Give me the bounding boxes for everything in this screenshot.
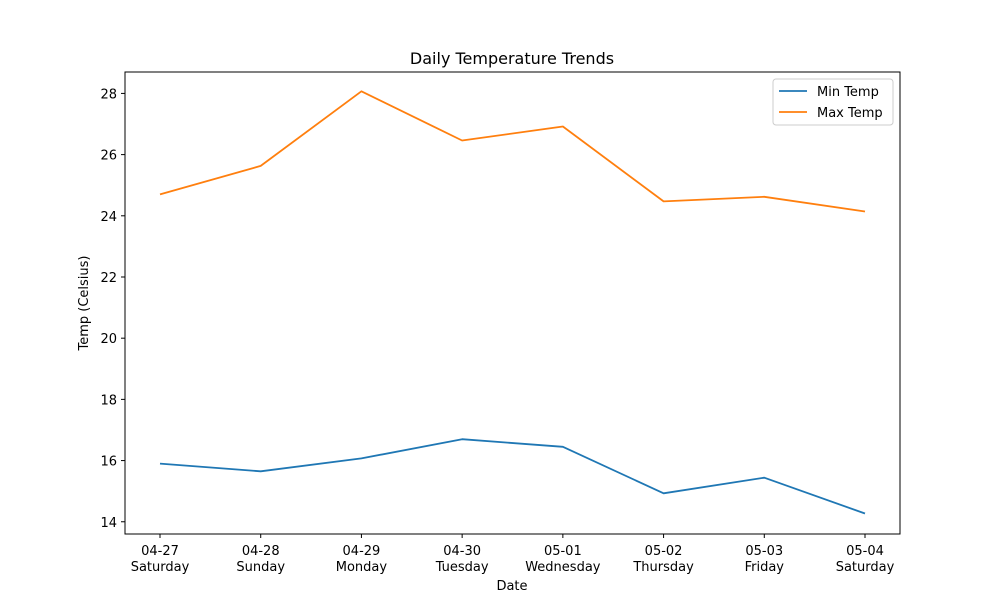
- y-tick-label: 18: [100, 393, 117, 408]
- x-tick-label-day: Saturday: [836, 560, 895, 575]
- x-tick-label-date: 05-04: [846, 544, 884, 559]
- x-tick-label-date: 05-01: [544, 544, 582, 559]
- x-tick-label-date: 05-03: [745, 544, 783, 559]
- x-tick-label-day: Sunday: [236, 560, 285, 575]
- x-tick-label-date: 04-30: [443, 544, 481, 559]
- legend-label: Min Temp: [817, 85, 879, 100]
- x-axis: 04-27Saturday04-28Sunday04-29Monday04-30…: [131, 534, 895, 575]
- x-tick-label-day: Monday: [336, 560, 388, 575]
- y-tick-label: 24: [100, 210, 117, 225]
- y-tick-label: 28: [100, 87, 117, 102]
- y-tick-label: 14: [100, 516, 117, 531]
- y-axis: 14 16 18 20 22 24 26 28: [100, 87, 125, 531]
- x-tick-label-day: Saturday: [131, 560, 190, 575]
- legend: Min Temp Max Temp: [772, 78, 894, 126]
- series-layer: [159, 90, 866, 515]
- y-tick-label: 22: [100, 271, 117, 286]
- y-tick-label: 26: [100, 149, 117, 164]
- y-tick-label: 20: [100, 332, 117, 347]
- legend-label: Max Temp: [817, 106, 883, 121]
- x-tick-label-day: Tuesday: [435, 560, 489, 575]
- x-tick-label-date: 04-27: [141, 544, 179, 559]
- chart-title: Daily Temperature Trends: [410, 49, 614, 68]
- x-tick-label-day: Friday: [745, 560, 785, 575]
- y-axis-title: Temp (Celsius): [77, 255, 92, 351]
- x-tick-label-day: Wednesday: [525, 560, 601, 575]
- x-tick-label-date: 04-28: [242, 544, 280, 559]
- series-line-min-temp: [159, 438, 866, 515]
- x-tick-label-day: Thursday: [632, 560, 694, 575]
- x-tick-label-date: 04-29: [343, 544, 381, 559]
- y-tick-label: 16: [100, 455, 117, 470]
- series-line-max-temp: [159, 90, 866, 213]
- x-tick-label-date: 05-02: [645, 544, 683, 559]
- x-axis-title: Date: [496, 579, 527, 594]
- plot-area: [124, 71, 901, 535]
